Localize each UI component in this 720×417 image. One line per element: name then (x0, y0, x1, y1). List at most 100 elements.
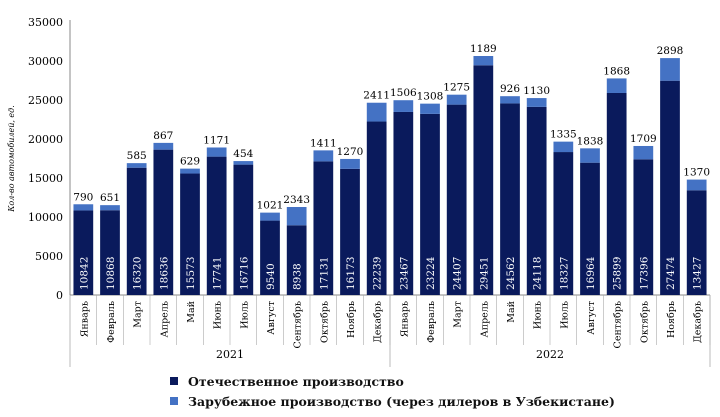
bar-foreign (313, 150, 334, 162)
data-label-domestic: 17131 (318, 257, 330, 290)
data-label-domestic: 24118 (532, 257, 544, 290)
bar-foreign (73, 204, 94, 211)
x-tick-label: Январь (79, 301, 90, 337)
data-label-domestic: 16716 (238, 256, 250, 290)
x-tick-label: Ноябрь (666, 301, 677, 338)
data-label-domestic: 25899 (612, 257, 624, 290)
data-label-domestic: 24407 (452, 257, 464, 290)
bar-domestic (473, 65, 494, 296)
data-label-domestic: 24562 (505, 257, 517, 290)
data-label-domestic: 16320 (132, 257, 144, 290)
bar-domestic (553, 152, 574, 295)
bar-domestic (206, 156, 227, 295)
legend-label-domestic: Отечественное производство (188, 373, 404, 389)
bar-foreign (206, 147, 227, 157)
data-label-foreign: 1171 (203, 134, 230, 146)
bar-domestic (340, 168, 360, 295)
data-label-domestic: 22239 (372, 257, 384, 290)
bar-domestic (686, 190, 707, 295)
data-label-domestic: 18636 (158, 256, 170, 290)
x-tick-label: Июль (239, 301, 250, 329)
data-label-foreign: 926 (500, 83, 520, 95)
data-label-foreign: 585 (127, 150, 147, 162)
x-tick-label: Май (506, 301, 517, 323)
data-label-domestic: 29451 (478, 257, 490, 290)
data-label-foreign: 629 (180, 156, 200, 168)
data-label-foreign: 1838 (577, 135, 604, 147)
data-label-foreign: 1506 (390, 87, 417, 99)
y-tick-label: 10000 (28, 211, 63, 224)
bar-foreign (100, 205, 120, 211)
bar-domestic (366, 121, 387, 295)
data-label-foreign: 2898 (657, 45, 684, 57)
data-label-foreign: 1868 (603, 65, 630, 77)
bar-domestic (633, 159, 654, 295)
data-label-domestic: 16964 (585, 256, 597, 290)
x-tick-label: Февраль (426, 301, 437, 343)
bar-domestic (126, 167, 147, 295)
data-label-foreign: 454 (233, 148, 253, 160)
bar-domestic (180, 173, 200, 295)
x-tick-label: Январь (399, 301, 410, 337)
x-tick-label: Февраль (106, 301, 117, 343)
bar-domestic (313, 161, 334, 295)
bar-foreign (260, 212, 280, 221)
data-label-foreign: 867 (153, 130, 173, 142)
legend-item-foreign: Зарубежное производство (через дилеров в… (170, 391, 615, 411)
bar-foreign (686, 179, 707, 191)
x-tick-label: Июль (559, 301, 570, 329)
data-label-foreign: 790 (73, 191, 93, 203)
bar-foreign (526, 98, 547, 107)
legend: Отечественное производство Зарубежное пр… (170, 371, 615, 411)
bar-domestic (500, 103, 520, 295)
data-label-domestic: 27474 (665, 256, 677, 290)
x-tick-label: Август (586, 301, 597, 335)
data-label-domestic: 15573 (185, 257, 197, 290)
x-tick-label: Июнь (213, 301, 224, 329)
data-label-foreign: 1021 (257, 200, 284, 212)
bar-foreign (500, 96, 520, 104)
data-label-domestic: 16173 (345, 257, 357, 290)
data-label-domestic: 17741 (212, 257, 224, 290)
data-label-foreign: 651 (100, 192, 120, 204)
data-label-domestic: 8938 (292, 263, 304, 290)
bar-foreign (286, 207, 307, 226)
data-label-foreign: 1370 (683, 167, 710, 179)
x-tick-label: Июнь (533, 301, 544, 329)
data-label-foreign: 1308 (417, 91, 444, 103)
data-label-domestic: 23224 (425, 256, 437, 290)
bar-foreign (420, 103, 440, 114)
bar-domestic (660, 80, 680, 296)
legend-item-domestic: Отечественное производство (170, 371, 615, 391)
bar-foreign (233, 161, 254, 165)
y-tick-label: 20000 (28, 133, 63, 146)
bar-domestic (233, 164, 254, 295)
y-axis-title: Кол-во автомобилей, ед. (7, 105, 16, 213)
data-label-domestic: 18327 (558, 257, 570, 290)
bar-domestic (526, 106, 547, 295)
y-tick-label: 35000 (28, 16, 63, 29)
bar-foreign (473, 56, 494, 66)
x-tick-label: Май (186, 301, 197, 323)
data-label-foreign: 2411 (363, 90, 390, 102)
bar-domestic (260, 220, 280, 295)
data-label-foreign: 1709 (630, 133, 657, 145)
data-label-domestic: 9540 (265, 263, 277, 290)
data-label-foreign: 1189 (470, 43, 497, 55)
data-label-foreign: 2343 (283, 194, 310, 206)
x-tick-label: Декабрь (693, 301, 704, 343)
y-tick-label: 25000 (28, 94, 63, 107)
y-tick-label: 30000 (28, 55, 63, 68)
group-label: 2022 (536, 348, 564, 361)
bar-foreign (180, 168, 200, 174)
bar-foreign (153, 142, 174, 150)
bar-foreign (580, 148, 600, 163)
bar-foreign (340, 158, 360, 169)
data-label-domestic: 23467 (398, 257, 410, 290)
y-tick-label: 0 (56, 289, 63, 302)
x-tick-label: Ноябрь (346, 301, 357, 338)
bar-domestic (446, 104, 467, 295)
bar-foreign (366, 102, 387, 122)
data-label-domestic: 10842 (78, 257, 90, 290)
